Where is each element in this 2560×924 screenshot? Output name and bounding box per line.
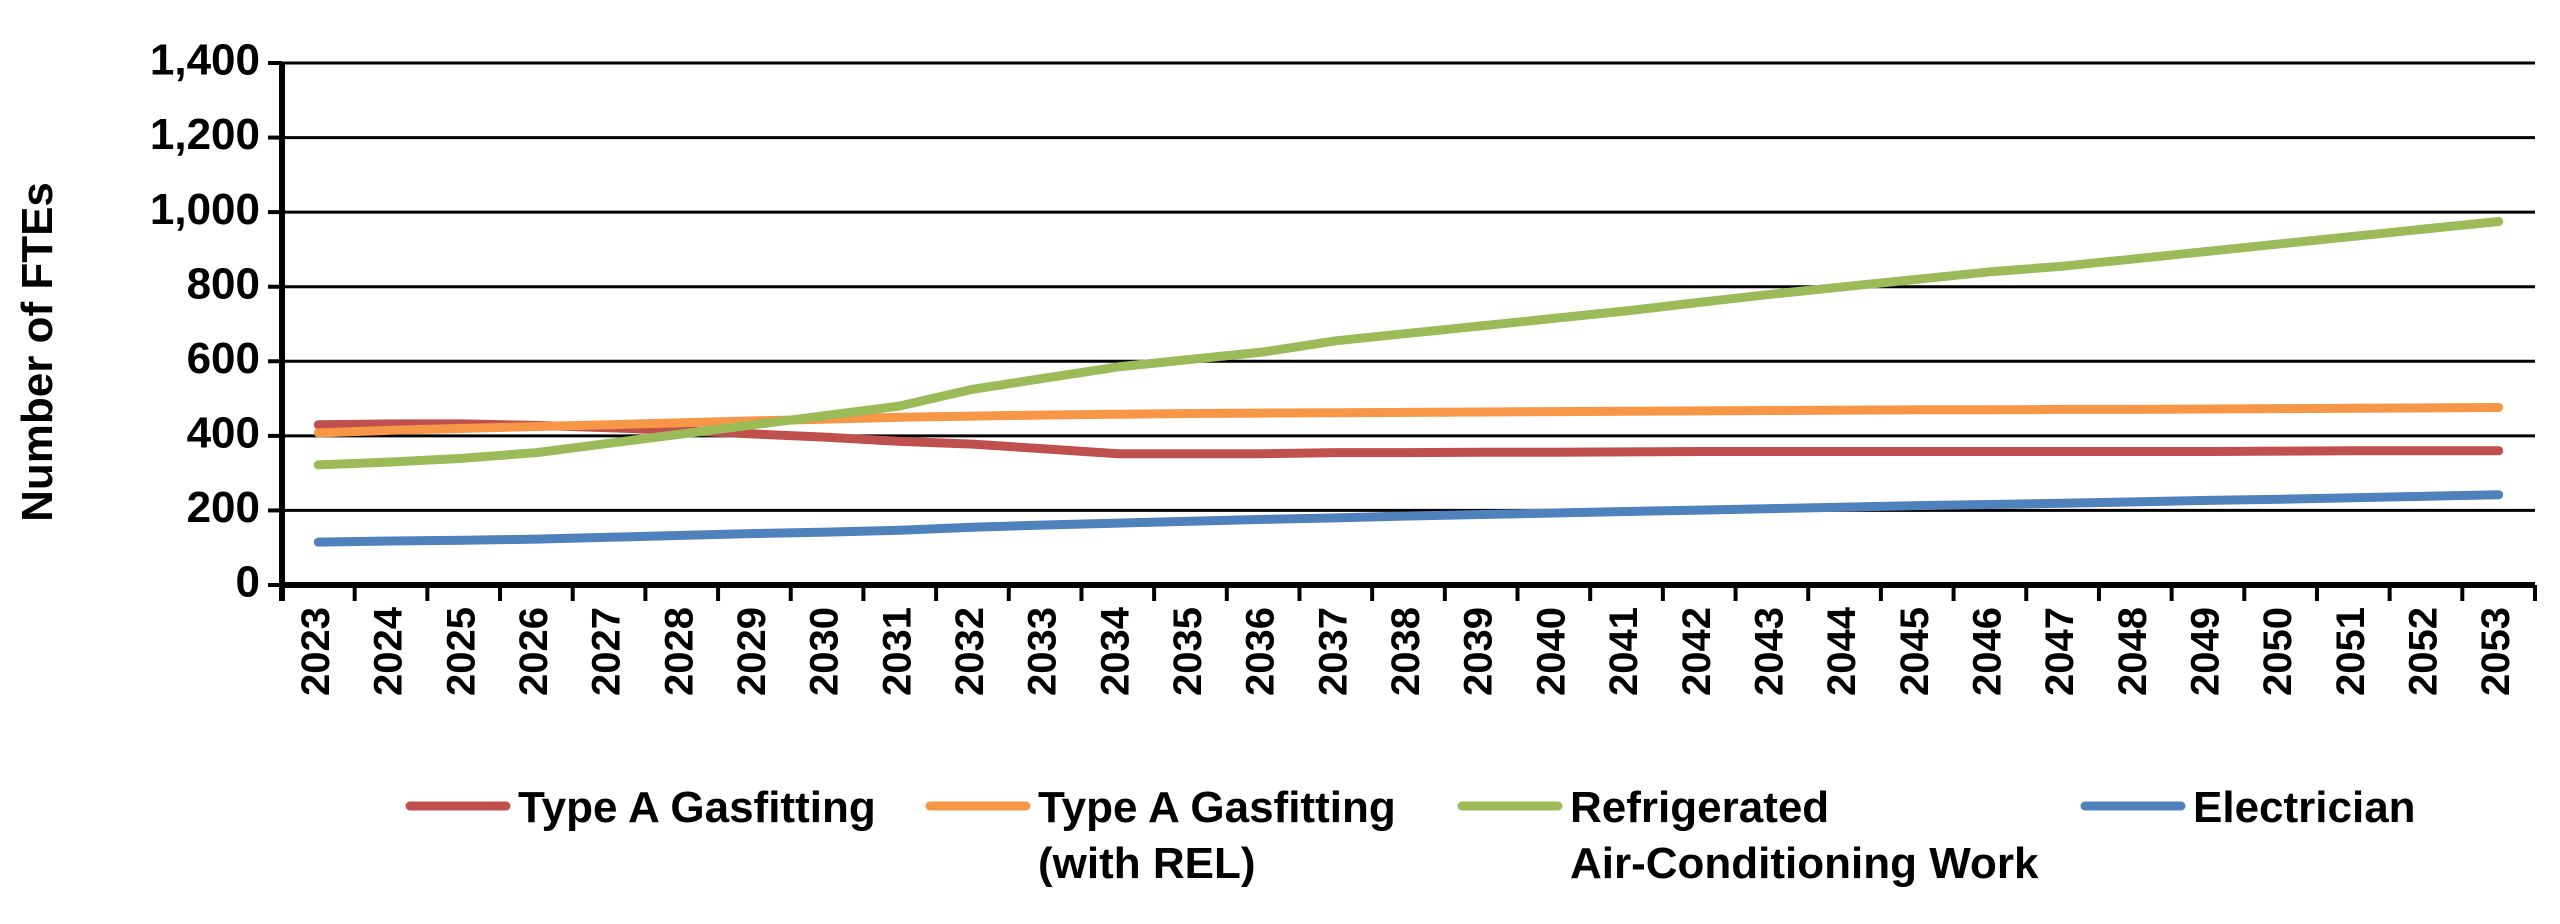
x-tick-label: 2035 (1166, 607, 1210, 696)
y-tick-label: 800 (187, 259, 260, 308)
x-tick-label: 2030 (803, 607, 847, 696)
x-tick-label: 2049 (2184, 607, 2228, 696)
x-tick-label: 2031 (875, 607, 919, 696)
x-tick-label: 2048 (2111, 607, 2155, 696)
x-tick-label: 2036 (1239, 607, 1283, 696)
x-tick-label: 2038 (1384, 607, 1428, 696)
x-axis-tick-labels: 2023 2024 2025 2026 2027 2028 2029 2030 2031 2032… (294, 606, 2518, 696)
legend: Type A Gasfitting Type A Gasfitting (with … (405, 783, 2416, 888)
x-tick-label: 2050 (2256, 607, 2300, 696)
x-tick-label: 2052 (2402, 607, 2446, 696)
x-tick-label: 2040 (1529, 607, 1573, 696)
series-line (313, 217, 2504, 470)
x-tick-label: 2024 (367, 606, 411, 696)
x-tick-label: 2039 (1457, 607, 1501, 696)
legend-item: Refrigerated Air-Conditioning Work (1457, 783, 2039, 888)
x-tick-label: 2046 (1965, 607, 2009, 696)
x-tick-label: 2027 (585, 607, 629, 696)
x-tick-label: 2032 (948, 607, 992, 696)
series-line (313, 490, 2504, 547)
x-tick-label: 2047 (2038, 607, 2082, 696)
x-tick-label: 2037 (1311, 607, 1355, 696)
legend-item: Type A Gasfitting (with REL) (925, 783, 1396, 888)
y-tick-label: 400 (187, 408, 260, 457)
gridlines (268, 61, 2535, 587)
y-tick-label: 1,400 (150, 36, 260, 85)
series-lines (313, 217, 2504, 547)
legend-item: Type A Gasfitting (405, 783, 876, 832)
y-axis-title: Number of FTEs (13, 182, 62, 522)
x-tick-label: 2053 (2474, 607, 2518, 696)
legend-label: Type A Gasfitting (518, 783, 876, 832)
x-tick-label: 2034 (1093, 606, 1137, 696)
y-axis-tick-labels: 0 200 400 600 800 1,000 1,200 1,400 (150, 36, 260, 607)
axes (279, 63, 2537, 601)
x-tick-label: 2033 (1021, 607, 1065, 696)
legend-label: Refrigerated Air-Conditioning Work (1570, 783, 2039, 888)
legend-label: Type A Gasfitting (with REL) (1038, 783, 1396, 888)
x-tick-label: 2044 (1820, 606, 1864, 696)
x-tick-label: 2029 (730, 607, 774, 696)
y-tick-label: 600 (187, 334, 260, 383)
x-tick-label: 2043 (1747, 607, 1791, 696)
x-tick-label: 2028 (657, 607, 701, 696)
series-line (313, 403, 2504, 438)
legend-item: Electrician (2080, 783, 2416, 832)
x-tick-label: 2041 (1602, 607, 1646, 696)
x-tick-label: 2026 (512, 607, 556, 696)
y-tick-label: 0 (236, 558, 260, 607)
x-tick-label: 2025 (439, 607, 483, 696)
x-tick-label: 2051 (2329, 607, 2373, 696)
legend-label: Electrician (2193, 783, 2416, 832)
y-tick-label: 200 (187, 483, 260, 532)
x-tick-label: 2045 (1893, 607, 1937, 696)
y-tick-label: 1,200 (150, 110, 260, 159)
x-tick-label: 2023 (294, 607, 338, 696)
y-tick-label: 1,000 (150, 185, 260, 234)
x-tick-label: 2042 (1675, 607, 1719, 696)
